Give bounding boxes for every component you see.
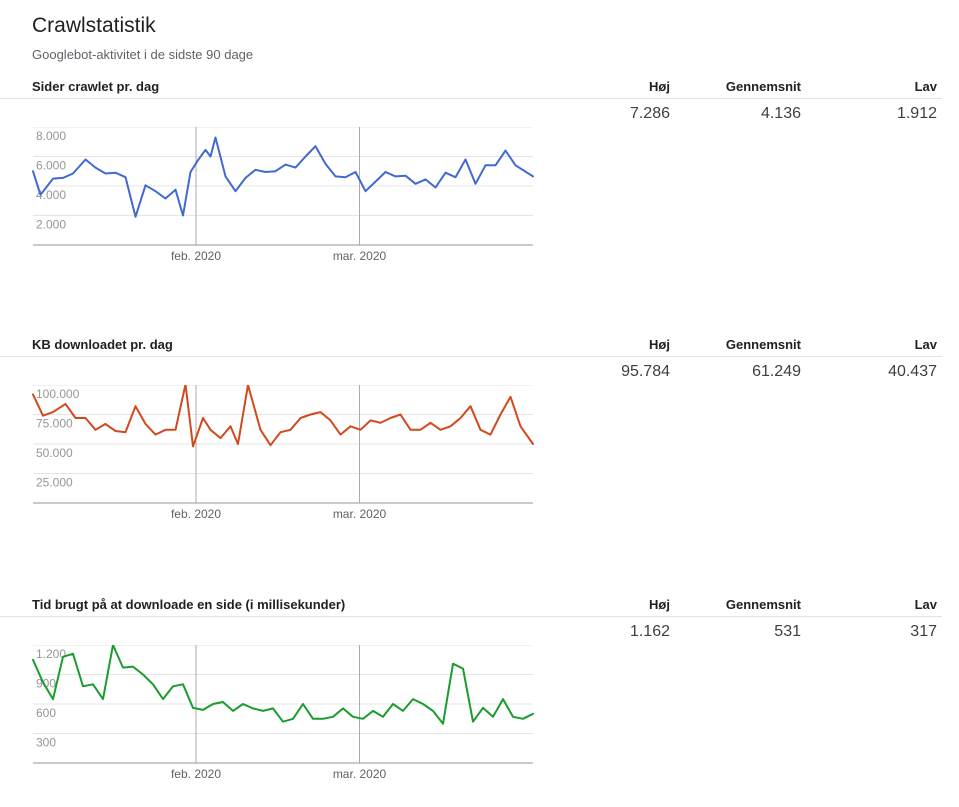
svg-text:600: 600 xyxy=(36,706,56,720)
svg-text:300: 300 xyxy=(36,736,56,750)
svg-text:25.000: 25.000 xyxy=(36,476,73,490)
svg-text:mar. 2020: mar. 2020 xyxy=(333,767,387,781)
svg-text:75.000: 75.000 xyxy=(36,417,73,431)
svg-text:feb. 2020: feb. 2020 xyxy=(171,767,221,781)
svg-text:50.000: 50.000 xyxy=(36,446,73,460)
svg-text:8.000: 8.000 xyxy=(36,129,66,143)
svg-text:2.000: 2.000 xyxy=(36,218,66,232)
svg-text:feb. 2020: feb. 2020 xyxy=(171,507,221,521)
svg-text:mar. 2020: mar. 2020 xyxy=(333,249,387,263)
svg-text:100.000: 100.000 xyxy=(36,387,80,401)
svg-text:6.000: 6.000 xyxy=(36,159,66,173)
svg-text:mar. 2020: mar. 2020 xyxy=(333,507,387,521)
svg-text:feb. 2020: feb. 2020 xyxy=(171,249,221,263)
